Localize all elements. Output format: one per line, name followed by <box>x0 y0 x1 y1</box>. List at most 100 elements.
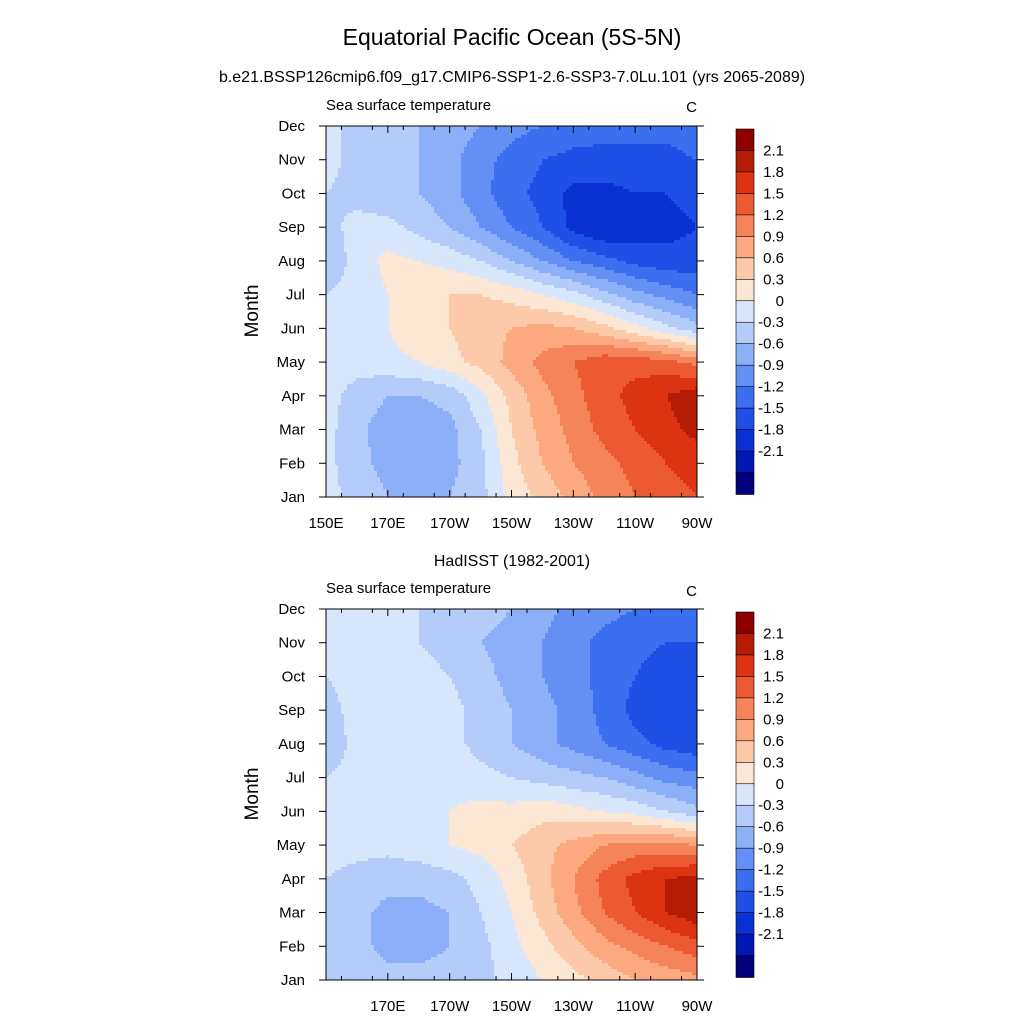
heatmap-cell <box>527 162 530 165</box>
heatmap-cell <box>689 132 692 135</box>
heatmap-cell <box>671 150 674 153</box>
heatmap-cell <box>611 153 614 156</box>
heatmap-cell <box>539 180 542 183</box>
heatmap-cell <box>485 141 488 144</box>
heatmap-cell <box>350 183 353 186</box>
heatmap-cell <box>479 195 482 198</box>
heatmap-cell <box>575 144 578 147</box>
heatmap-cell <box>401 207 404 210</box>
heatmap-cell <box>479 225 482 228</box>
heatmap-cell <box>386 180 389 183</box>
heatmap-cell <box>659 147 662 150</box>
heatmap-cell <box>425 138 428 141</box>
heatmap-cell <box>509 234 512 237</box>
heatmap-cell <box>440 228 443 231</box>
heatmap-cell <box>425 156 428 159</box>
heatmap-cell <box>470 192 473 195</box>
heatmap-cell <box>362 231 365 234</box>
heatmap-cell <box>620 225 623 228</box>
heatmap-cell <box>356 165 359 168</box>
heatmap-cell <box>386 204 389 207</box>
heatmap-cell <box>623 198 626 201</box>
heatmap-cell <box>419 180 422 183</box>
heatmap-cell <box>587 186 590 189</box>
heatmap-cell <box>353 183 356 186</box>
heatmap-cell <box>626 207 629 210</box>
heatmap-cell <box>617 180 620 183</box>
heatmap-cell <box>635 186 638 189</box>
heatmap-cell <box>518 243 521 246</box>
heatmap-cell <box>581 225 584 228</box>
heatmap-cell <box>566 156 569 159</box>
heatmap-cell <box>542 156 545 159</box>
heatmap-cell <box>407 219 410 222</box>
heatmap-cell <box>485 144 488 147</box>
heatmap-cell <box>509 135 512 138</box>
heatmap-cell <box>683 222 686 225</box>
heatmap-cell <box>581 144 584 147</box>
heatmap-cell <box>581 159 584 162</box>
heatmap-cell <box>554 171 557 174</box>
heatmap-cell <box>575 195 578 198</box>
heatmap-cell <box>683 171 686 174</box>
heatmap-cell <box>335 237 338 240</box>
heatmap-cell <box>467 135 470 138</box>
heatmap-cell <box>401 216 404 219</box>
heatmap-cell <box>509 222 512 225</box>
heatmap-cell <box>368 204 371 207</box>
heatmap-cell <box>389 195 392 198</box>
heatmap-cell <box>590 195 593 198</box>
heatmap-cell <box>524 243 527 246</box>
heatmap-cell <box>680 201 683 204</box>
heatmap-cell <box>398 237 401 240</box>
heatmap-cell <box>671 183 674 186</box>
heatmap-cell <box>677 228 680 231</box>
heatmap-cell <box>566 189 569 192</box>
heatmap-cell <box>416 165 419 168</box>
heatmap-cell <box>395 132 398 135</box>
heatmap-cell <box>419 153 422 156</box>
heatmap-cell <box>362 219 365 222</box>
heatmap-cell <box>623 237 626 240</box>
heatmap-cell <box>674 198 677 201</box>
heatmap-cell <box>341 132 344 135</box>
heatmap-cell <box>650 144 653 147</box>
heatmap-cell <box>608 243 611 246</box>
heatmap-cell <box>638 243 641 246</box>
heatmap-cell <box>602 174 605 177</box>
heatmap-cell <box>410 135 413 138</box>
heatmap-cell <box>605 132 608 135</box>
heatmap-cell <box>674 222 677 225</box>
heatmap-cell <box>608 132 611 135</box>
heatmap-cell <box>668 225 671 228</box>
heatmap-cell <box>515 171 518 174</box>
heatmap-cell <box>533 195 536 198</box>
heatmap-cell <box>365 126 368 129</box>
heatmap-cell <box>581 192 584 195</box>
heatmap-cell <box>470 189 473 192</box>
heatmap-cell <box>494 183 497 186</box>
heatmap-cell <box>512 243 515 246</box>
heatmap-cell <box>563 204 566 207</box>
heatmap-cell <box>575 240 578 243</box>
heatmap-cell <box>674 192 677 195</box>
heatmap-cell <box>434 237 437 240</box>
heatmap-cell <box>506 237 509 240</box>
heatmap-cell <box>449 213 452 216</box>
heatmap-cell <box>659 186 662 189</box>
heatmap-cell <box>338 246 341 249</box>
heatmap-cell <box>389 147 392 150</box>
heatmap-cell <box>518 141 521 144</box>
heatmap-cell <box>413 225 416 228</box>
heatmap-cell <box>416 195 419 198</box>
heatmap-cell <box>500 171 503 174</box>
heatmap-cell <box>560 228 563 231</box>
heatmap-cell <box>326 183 329 186</box>
heatmap-cell <box>425 180 428 183</box>
heatmap-cell <box>353 195 356 198</box>
heatmap-cell <box>551 141 554 144</box>
heatmap-cell <box>380 129 383 132</box>
heatmap-cell <box>608 210 611 213</box>
heatmap-cell <box>638 198 641 201</box>
heatmap-cell <box>668 138 671 141</box>
